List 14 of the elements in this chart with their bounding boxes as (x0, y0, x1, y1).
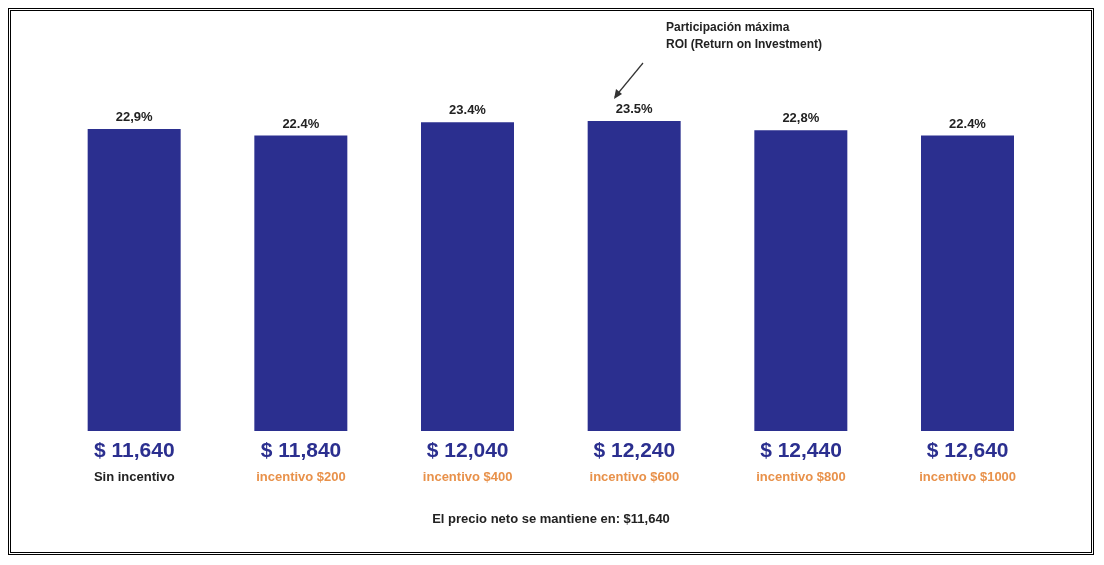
x-tick-label: $ 12,040 incentivo $400 (422, 438, 513, 484)
data-label: 22,9% (115, 108, 154, 124)
text: Participación máxima ROI (Return on Investment) (666, 19, 823, 53)
text: El precio neto se mantiene en: $11,640 (431, 511, 671, 526)
data-label: 22.4% (282, 115, 320, 131)
x-tick-label: $ 11,840 incentivo $200 (256, 438, 346, 484)
data-label: 22,8% (782, 110, 820, 126)
x-tick-label: $ 12,440 incentivo $800 (756, 438, 846, 484)
data-label: 23.5% (615, 101, 654, 116)
x-tick-label: $ 12,240 incentivo $600 (589, 438, 680, 484)
x-tick-label: $ 12,640 incentivo $1000 (919, 438, 1017, 484)
data-label: 23.4% (449, 102, 487, 118)
x-tick-label: $ 11,640 Sin incentivo (93, 438, 175, 484)
data-label: 22.4% (949, 115, 987, 131)
